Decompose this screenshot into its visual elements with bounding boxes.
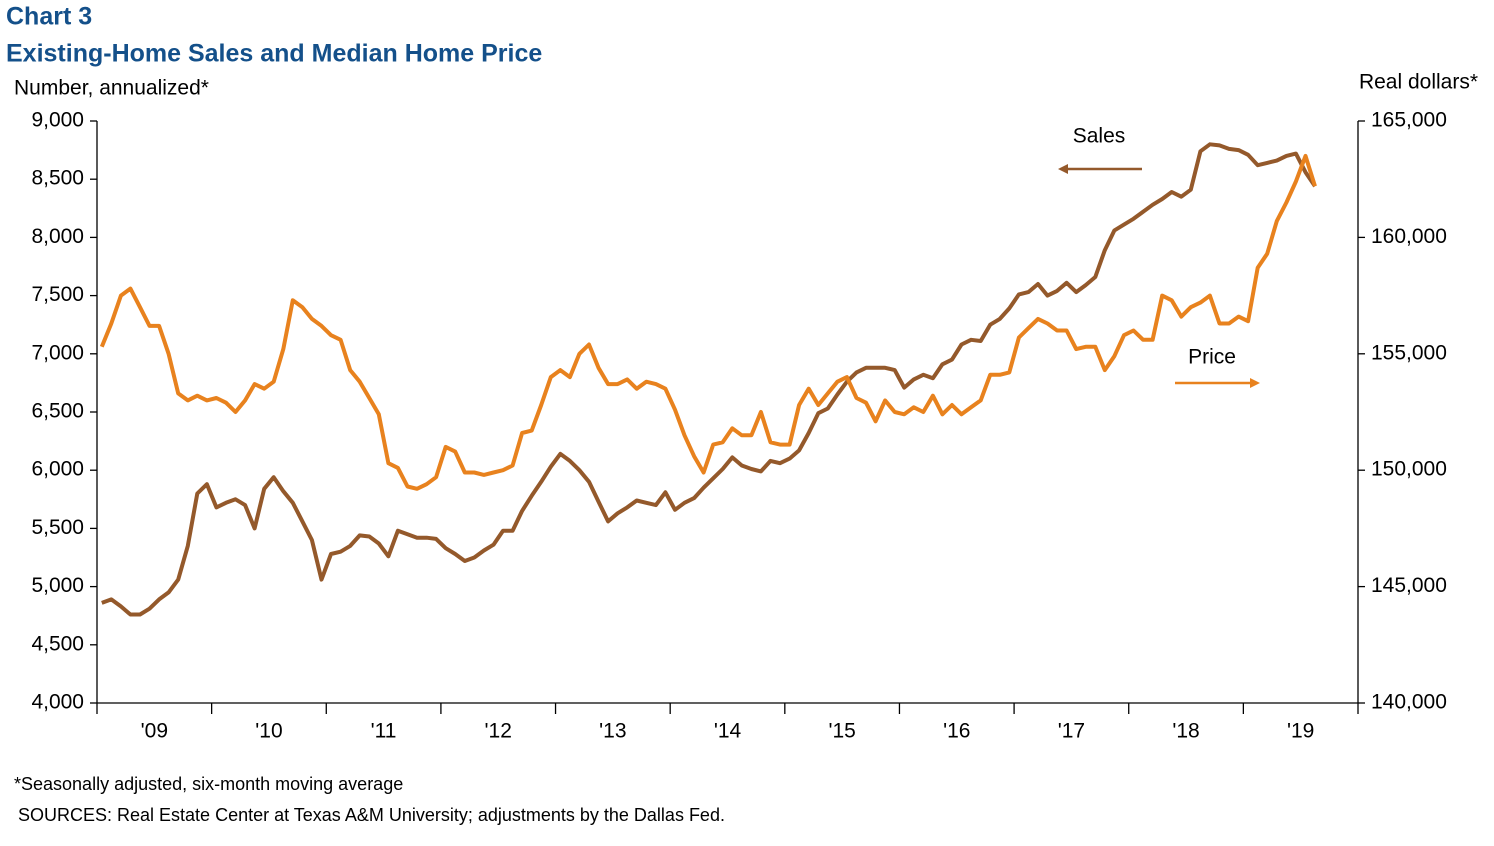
- y-tick-label: 6,500: [31, 400, 84, 423]
- x-tick-label: '14: [714, 720, 742, 743]
- chart-subtitle: Existing-Home Sales and Median Home Pric…: [6, 40, 542, 68]
- y2-tick-label: 155,000: [1371, 341, 1447, 364]
- y-tick-label: 5,500: [31, 516, 84, 539]
- y-tick-label: 4,000: [31, 691, 84, 714]
- source: SOURCES: Real Estate Center at Texas A&M…: [18, 805, 725, 825]
- x-tick-label: '13: [599, 720, 626, 743]
- sales-arrow: [1058, 164, 1142, 174]
- y-tick-label: 4,500: [31, 632, 84, 655]
- x-tick-label: '18: [1172, 720, 1199, 743]
- y2-tick-label: 165,000: [1371, 109, 1447, 132]
- x-tick-label: '19: [1287, 720, 1314, 743]
- y2-axis-label: Real dollars*: [1359, 71, 1478, 94]
- y-tick-label: 9,000: [31, 109, 84, 132]
- price-arrow: [1175, 378, 1260, 388]
- x-tick-label: '15: [828, 720, 855, 743]
- annotation: Sales: [1073, 125, 1126, 148]
- y2-tick-label: 150,000: [1371, 458, 1447, 481]
- y-axis-label: Number, annualized*: [14, 77, 209, 100]
- y-tick-label: 8,500: [31, 167, 84, 190]
- x-tick-label: '10: [255, 720, 282, 743]
- y2-tick-label: 160,000: [1371, 225, 1447, 248]
- x-tick-label: '12: [485, 720, 512, 743]
- y2-tick-label: 140,000: [1371, 691, 1447, 714]
- y-tick-label: 5,000: [31, 574, 84, 597]
- y2-tick-label: 145,000: [1371, 574, 1447, 597]
- x-tick-label: '11: [371, 720, 397, 743]
- y-tick-label: 8,000: [31, 225, 84, 248]
- x-tick-label: '17: [1058, 720, 1085, 743]
- annotation: Price: [1188, 346, 1236, 369]
- x-tick-label: '09: [141, 720, 168, 743]
- footnote: *Seasonally adjusted, six-month moving a…: [14, 774, 403, 794]
- chart-title: Chart 3: [6, 3, 92, 31]
- y-tick-label: 7,500: [31, 283, 84, 306]
- series-line: [99, 153, 1317, 491]
- y-tick-label: 6,000: [31, 458, 84, 481]
- y-tick-label: 7,000: [31, 341, 84, 364]
- x-tick-label: '16: [943, 720, 970, 743]
- series-line: [101, 142, 1317, 617]
